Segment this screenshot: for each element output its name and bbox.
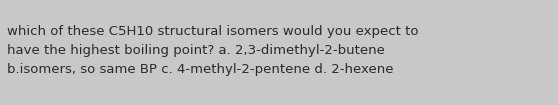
Text: which of these C5H10 structural isomers would you expect to
have the highest boi: which of these C5H10 structural isomers … [7,25,418,76]
